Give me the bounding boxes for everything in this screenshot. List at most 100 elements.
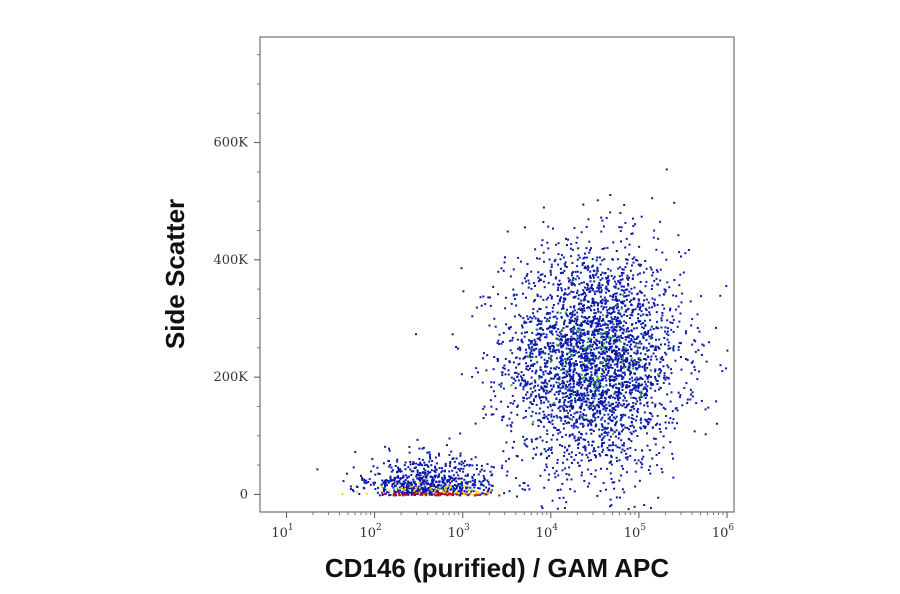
scatter-point <box>415 473 418 476</box>
scatter-point <box>654 403 657 406</box>
scatter-point <box>625 330 628 333</box>
scatter-point <box>602 370 605 372</box>
scatter-point <box>525 438 528 440</box>
scatter-point <box>511 352 514 355</box>
scatter-point <box>581 341 584 344</box>
scatter-point <box>402 494 405 497</box>
scatter-point <box>530 415 533 418</box>
scatter-point <box>611 318 614 321</box>
scatter-point <box>391 483 394 486</box>
scatter-point <box>584 359 586 362</box>
scatter-point <box>543 413 546 416</box>
scatter-point <box>540 375 543 378</box>
scatter-point <box>612 443 615 446</box>
scatter-point <box>637 358 640 361</box>
scatter-point <box>525 280 527 283</box>
scatter-point <box>419 474 422 477</box>
scatter-point <box>529 351 532 354</box>
scatter-point <box>600 445 603 448</box>
scatter-point <box>534 285 536 287</box>
scatter-point <box>657 345 660 348</box>
scatter-point <box>511 421 514 424</box>
scatter-point <box>664 330 666 333</box>
scatter-point <box>575 425 578 428</box>
scatter-point <box>614 351 617 354</box>
scatter-point <box>472 473 475 476</box>
scatter-point <box>512 288 515 291</box>
scatter-point <box>612 349 615 352</box>
scatter-point <box>550 384 552 387</box>
scatter-point <box>616 303 619 305</box>
scatter-point <box>583 281 585 284</box>
scatter-point <box>559 282 562 285</box>
scatter-point <box>653 229 656 232</box>
scatter-point <box>387 481 390 484</box>
scatter-point <box>536 257 538 260</box>
scatter-point <box>613 311 616 313</box>
scatter-point <box>624 246 627 249</box>
scatter-point <box>540 396 543 398</box>
scatter-point <box>617 320 620 322</box>
scatter-point <box>367 481 370 483</box>
scatter-point <box>587 323 590 325</box>
scatter-point <box>579 339 582 341</box>
scatter-point <box>576 275 579 278</box>
scatter-point <box>497 293 499 296</box>
scatter-point <box>569 322 572 324</box>
scatter-point <box>431 478 434 481</box>
scatter-point <box>626 258 629 261</box>
scatter-point <box>487 296 490 299</box>
scatter-point <box>453 489 456 492</box>
scatter-point <box>577 373 580 376</box>
scatter-point <box>561 482 564 485</box>
scatter-point <box>634 363 637 366</box>
scatter-point <box>622 329 625 332</box>
scatter-point <box>604 322 607 325</box>
scatter-point <box>616 387 619 390</box>
scatter-point <box>592 379 595 382</box>
scatter-point <box>610 316 613 319</box>
scatter-point <box>555 357 558 360</box>
scatter-point <box>648 342 651 345</box>
scatter-point <box>490 465 493 468</box>
scatter-point <box>630 420 633 423</box>
scatter-point <box>551 350 554 353</box>
scatter-point <box>533 338 536 341</box>
scatter-point <box>493 356 496 358</box>
scatter-point <box>672 418 675 421</box>
scatter-point <box>542 373 545 376</box>
scatter-point <box>584 265 587 268</box>
scatter-point <box>541 350 544 353</box>
scatter-point <box>636 411 639 414</box>
scatter-point <box>624 360 627 363</box>
scatter-point <box>658 338 661 341</box>
scatter-point <box>405 488 408 491</box>
scatter-point <box>382 487 385 490</box>
scatter-point <box>564 467 566 470</box>
scatter-point <box>477 491 480 494</box>
scatter-point <box>576 426 579 429</box>
scatter-point <box>574 439 577 442</box>
scatter-point <box>543 417 546 420</box>
scatter-point <box>635 344 637 347</box>
scatter-point <box>422 488 425 491</box>
scatter-point <box>506 470 509 473</box>
scatter-point <box>371 458 374 461</box>
scatter-point <box>497 270 500 273</box>
scatter-point <box>636 435 639 437</box>
scatter-point <box>535 333 538 336</box>
scatter-point <box>596 375 599 378</box>
scatter-point <box>623 364 626 367</box>
scatter-point <box>670 391 673 394</box>
scatter-point <box>605 348 608 351</box>
scatter-point <box>545 389 548 392</box>
scatter-point <box>477 494 480 496</box>
scatter-point <box>592 450 595 453</box>
scatter-point <box>597 330 600 333</box>
scatter-point <box>597 302 600 305</box>
scatter-point <box>592 264 595 267</box>
scatter-point <box>403 464 406 467</box>
scatter-point <box>633 459 636 462</box>
scatter-point <box>567 287 570 290</box>
